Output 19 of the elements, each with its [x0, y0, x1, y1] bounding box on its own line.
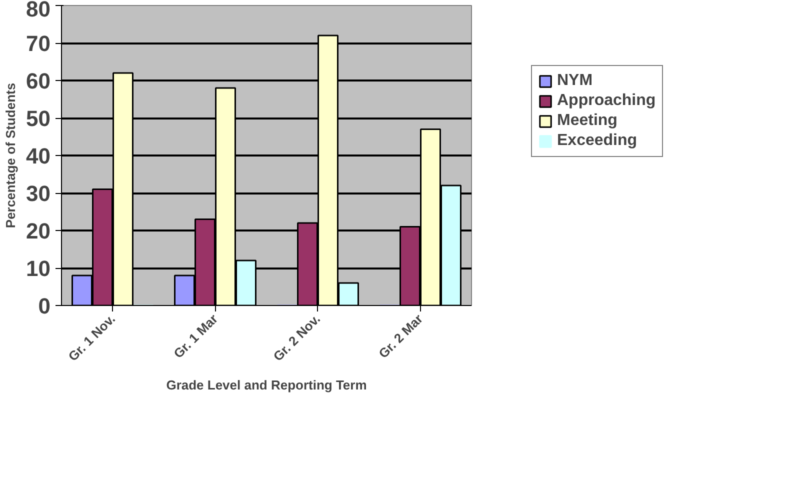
y-tick-label: 10 [26, 256, 51, 281]
legend-label: Meeting [557, 112, 618, 130]
y-tick-label: 20 [26, 218, 51, 244]
y-tick-label: 50 [26, 106, 51, 131]
y-tick-label: 40 [26, 144, 51, 168]
legend-label: Approaching [557, 92, 656, 110]
x-axis-title: Grade Level and Reporting Term [166, 377, 367, 392]
x-tick-label: Gr. 1 Mar [170, 311, 221, 362]
x-tick-label: Gr. 2 Mar [376, 311, 426, 362]
y-axis-title: Percentage of Students [3, 82, 18, 228]
y-tick-label: 70 [26, 31, 51, 56]
x-tick-label: Gr. 2 Nov. [270, 311, 324, 364]
y-tick-label: 60 [26, 68, 51, 94]
y-tick-label: 30 [26, 181, 51, 206]
y-tick-label: 0 [38, 294, 51, 318]
legend-label: Exceeding [557, 132, 638, 150]
y-tick-label: 80 [26, 0, 51, 22]
legend-label: NYM [557, 72, 593, 90]
x-tick-label: Gr. 1 Nov. [65, 311, 118, 364]
